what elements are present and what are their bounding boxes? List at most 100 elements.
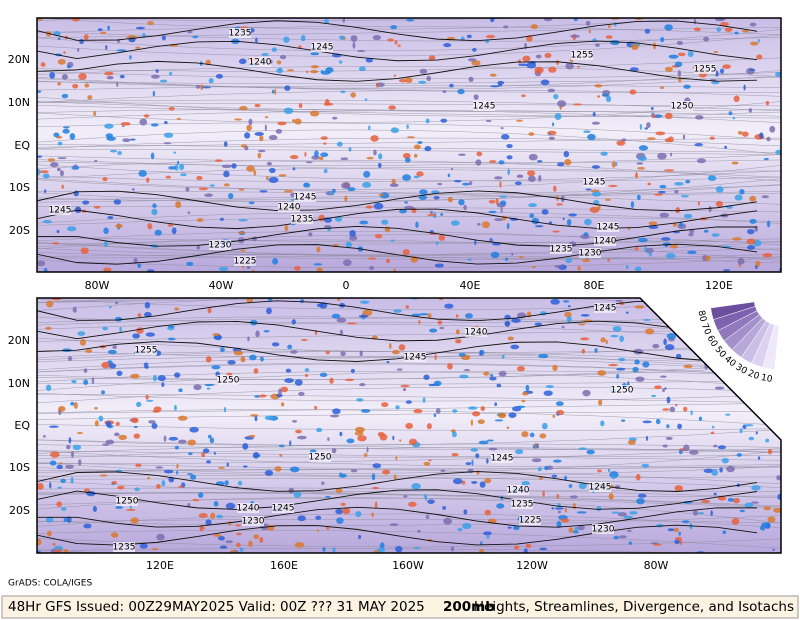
contour-label: 1255 [135,346,158,356]
divergence-blob [694,142,703,147]
divergence-blob [329,377,334,384]
divergence-blob [541,208,549,215]
streamline [37,475,781,488]
divergence-blob [534,66,544,74]
divergence-blob [551,507,555,510]
divergence-blob [115,421,120,427]
divergence-blob [366,446,369,453]
divergence-blob [553,185,557,192]
divergence-blob [105,45,108,50]
divergence-blob [83,523,92,529]
divergence-blob [250,414,259,417]
divergence-blob [767,516,776,523]
divergence-blob [248,540,253,548]
divergence-blob [600,151,608,156]
divergence-blob [373,202,384,210]
divergence-blob [72,444,82,451]
divergence-blob [666,333,677,340]
divergence-blob [196,218,204,222]
divergence-blob [104,123,114,129]
divergence-blob [539,547,548,551]
divergence-blob [497,83,503,87]
divergence-blob [676,40,684,45]
divergence-blob [467,258,472,261]
streamline [37,178,781,203]
divergence-blob [650,106,654,111]
divergence-blob [347,187,356,192]
divergence-blob [630,201,635,209]
divergence-blob [501,355,505,359]
divergence-blob [681,520,690,524]
divergence-blob [531,217,540,225]
divergence-blob [692,510,699,516]
legend-label: 20 [746,369,760,382]
divergence-blob [659,86,665,89]
divergence-blob [267,298,273,302]
divergence-blob [769,125,776,133]
streamline [37,57,781,72]
divergence-blob [57,141,63,146]
divergence-blob [495,198,499,205]
divergence-blob [359,220,369,225]
divergence-blob [304,151,307,157]
divergence-blob [173,151,177,154]
divergence-blob [53,132,60,138]
divergence-blob [291,319,296,325]
divergence-blob [132,333,140,339]
divergence-blob [359,382,366,387]
divergence-blob [434,263,444,268]
divergence-blob [204,193,214,198]
divergence-blob [716,27,722,32]
divergence-blob [458,353,466,357]
divergence-blob [300,338,308,341]
divergence-blob [337,298,341,302]
divergence-blob [531,458,542,463]
divergence-blob [264,124,267,132]
contour-label: 1250 [611,386,634,396]
divergence-blob [363,170,371,178]
divergence-blob [341,182,351,189]
divergence-blob [461,522,472,530]
divergence-blob [557,502,561,509]
divergence-blob [156,533,165,541]
divergence-blob [486,535,490,539]
divergence-blob [347,322,357,325]
divergence-blob [300,299,305,303]
divergence-blob [37,90,42,93]
divergence-blob [339,329,344,336]
divergence-blob [204,383,215,387]
divergence-blob [447,197,454,203]
divergence-blob [589,206,600,213]
streamline [37,96,781,117]
divergence-blob [118,434,128,441]
divergence-blob [393,474,397,480]
divergence-blob [83,34,89,41]
divergence-blob [80,247,89,254]
divergence-blob [463,204,467,211]
divergence-blob [37,483,44,490]
divergence-blob [550,298,560,305]
divergence-blob [705,255,711,261]
divergence-blob [413,153,418,158]
divergence-blob [298,102,303,109]
divergence-blob [399,209,407,214]
divergence-blob [447,363,453,370]
divergence-blob [37,18,43,21]
streamline [37,386,781,404]
divergence-blob [171,227,177,235]
height-contour [37,208,758,230]
streamline [37,129,781,155]
streamline [37,211,781,224]
divergence-blob [665,253,676,259]
divergence-blob [358,66,366,72]
divergence-blob [255,330,260,338]
divergence-blob [442,90,447,93]
divergence-blob [168,106,175,111]
divergence-blob [755,260,761,267]
divergence-blob [196,175,203,181]
streamline [37,337,781,353]
divergence-blob [687,250,697,255]
divergence-blob [57,58,66,65]
divergence-blob [73,401,78,409]
